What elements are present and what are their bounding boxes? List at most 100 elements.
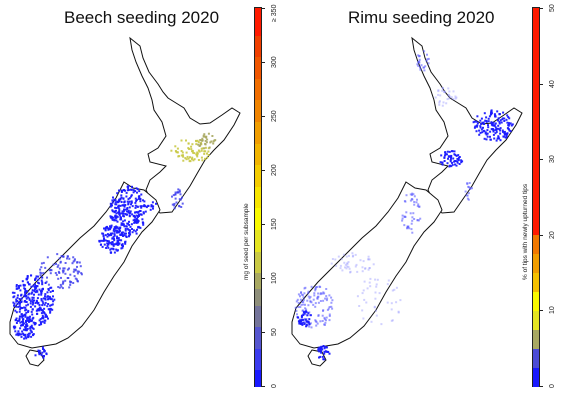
seed-density-point [109,205,112,208]
seed-density-point [113,233,116,236]
seed-density-point [125,213,128,216]
seed-density-point [131,185,133,188]
seed-density-point [447,93,450,96]
seed-density-point [309,300,312,303]
seed-density-point [128,224,131,226]
seed-density-point [296,298,299,301]
seed-density-point [307,320,310,323]
seed-density-point [21,307,24,309]
seed-density-point [375,283,378,286]
seed-density-point [40,266,43,269]
seed-density-point [41,320,44,323]
seed-density-point [416,198,418,201]
seed-density-point [323,318,326,321]
seed-density-point [115,248,118,251]
seed-density-point [123,232,126,235]
seed-density-point [76,261,79,264]
seed-density-point [364,267,367,270]
seed-density-point [46,256,49,259]
seed-density-point [485,133,488,136]
seed-density-point [297,306,300,308]
seed-density-point [190,145,193,148]
seed-density-point [506,127,509,130]
scale-swatch [255,78,261,101]
seed-density-point [123,234,126,237]
scale-swatch [533,367,539,387]
seed-density-point [306,314,309,317]
seed-density-point [44,314,47,316]
scale-swatch [255,369,261,387]
seed-density-point [197,143,200,146]
scale-tick-mark [540,234,543,236]
seed-density-point [413,195,416,198]
seed-density-point [69,281,72,284]
seed-density-point [126,208,129,211]
seed-density-point [302,298,305,301]
seed-density-point [38,353,41,356]
seed-density-point [111,209,114,212]
seed-density-point [313,294,316,297]
seed-density-point [129,188,132,191]
seed-density-point [26,327,29,330]
seed-density-point [443,91,446,93]
seed-density-point [484,131,487,134]
seed-density-point [51,303,54,306]
seed-density-point [12,325,15,328]
seed-density-point [505,136,508,139]
seed-density-point [124,204,127,206]
seed-density-point [417,64,420,67]
seed-density-point [341,269,344,272]
seed-density-point [121,243,124,246]
seed-density-point [369,277,372,280]
seed-density-point [405,211,408,214]
seed-density-point [33,285,36,288]
seed-density-point [454,97,457,100]
seed-density-point [106,225,108,228]
seed-density-point [455,96,458,99]
seed-density-point [504,133,507,136]
seed-density-point [134,216,137,219]
seed-density-point [468,182,471,184]
seed-density-point [363,280,366,283]
seed-density-point [325,346,328,349]
seed-density-point [113,228,115,231]
seed-density-point [141,218,144,221]
seed-density-point [325,295,328,298]
seed-density-point [48,269,51,272]
seed-density-point [322,345,325,347]
seed-density-point [486,135,489,138]
seed-density-point [451,161,453,164]
seed-density-point [16,320,19,322]
seed-density-point [50,298,53,301]
seed-density-point [140,213,143,216]
seed-density-point [356,295,359,298]
seed-density-point [426,53,428,56]
seed-density-point [124,227,127,230]
seed-density-point [40,293,43,296]
seed-density-point [110,243,113,246]
seed-density-point [437,93,440,96]
seed-density-point [490,128,493,131]
seed-density-point [308,325,311,328]
seed-density-point [107,228,110,231]
seed-density-point [117,204,120,207]
seed-density-point [406,226,409,229]
seed-density-point [113,234,116,237]
seed-density-point [29,320,32,323]
seed-density-point [176,151,179,154]
seed-density-point [296,316,299,319]
seed-density-point [104,228,107,231]
seed-density-point [317,347,320,350]
seed-density-point [114,201,117,204]
seed-density-point [142,212,145,215]
seed-density-point [351,252,354,255]
stewart-island-outline [307,349,327,367]
seed-density-point [135,187,138,190]
seed-density-point [44,266,47,269]
seed-density-point [123,215,125,218]
seed-density-point [321,320,324,322]
seed-density-point [49,304,52,307]
seed-density-point [114,216,117,219]
beech-colour-scale [254,7,262,387]
seed-density-point [109,215,112,218]
